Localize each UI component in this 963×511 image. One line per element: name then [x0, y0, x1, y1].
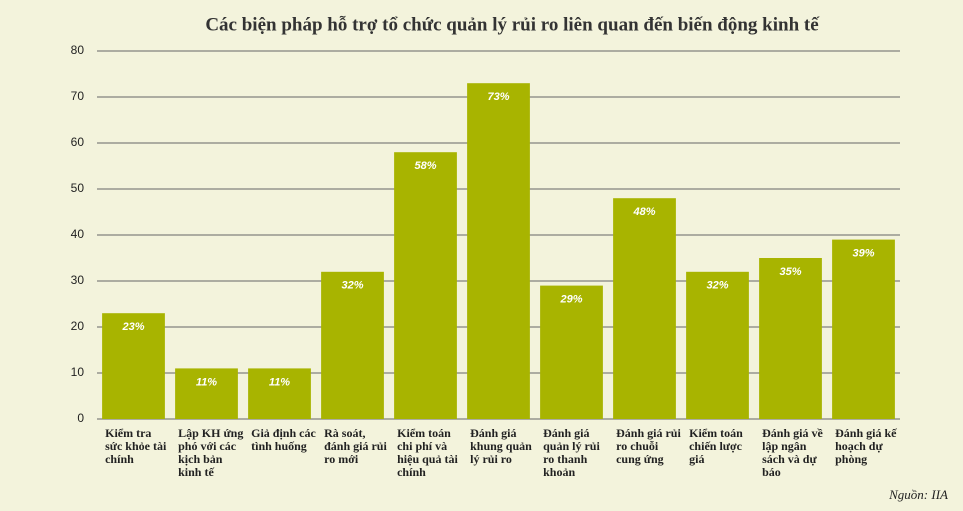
bar	[248, 368, 311, 419]
bar	[394, 152, 457, 419]
data-label: 35%	[779, 266, 801, 278]
bar	[832, 239, 895, 419]
data-label: 29%	[559, 294, 582, 306]
y-tick-label: 0	[77, 411, 84, 425]
source: Nguồn: IIA	[888, 487, 948, 502]
y-tick-label: 40	[71, 227, 85, 241]
x-tick-label: Kiểm toán chi phí và hiệu quả tài chính	[397, 426, 458, 479]
x-tick-label: Đánh giá rủi ro chuỗi cung ứng	[616, 426, 681, 466]
bar	[321, 271, 384, 419]
x-tick-label: Kiểm toán chiến lược giá	[689, 426, 743, 466]
y-tick-label: 60	[71, 135, 85, 149]
bar	[759, 258, 822, 419]
x-tick-label: Giả định các tình huống	[251, 426, 316, 453]
x-tick-label: Đánh giá quản lý rủi ro thanh khoản	[543, 426, 600, 479]
data-label: 32%	[341, 280, 363, 292]
x-tick-label: Kiểm tra sức khỏe tài chính	[105, 426, 167, 466]
x-tick-label: Đánh giá về lập ngân sách và dự báo	[762, 426, 823, 479]
x-tick-label: Đánh giá kế hoạch dự phòng	[835, 426, 897, 466]
data-label: 39%	[852, 248, 874, 260]
y-tick-label: 70	[71, 89, 85, 103]
bar	[686, 271, 749, 419]
x-tick-label: Rà soát, đánh giá rủi ro mới	[324, 426, 387, 466]
bar	[175, 368, 238, 419]
data-label: 48%	[632, 206, 655, 218]
data-label: 32%	[706, 280, 728, 292]
data-label: 58%	[414, 160, 436, 172]
chart-title: Các biện pháp hỗ trợ tổ chức quản lý rủi…	[205, 14, 820, 35]
y-tick-label: 50	[71, 181, 85, 195]
y-tick-label: 30	[71, 273, 85, 287]
bar	[467, 83, 530, 419]
bar	[102, 313, 165, 419]
y-tick-label: 80	[71, 43, 85, 57]
bar	[613, 198, 676, 419]
bar	[540, 285, 603, 419]
y-tick-label: 20	[71, 319, 85, 333]
data-label: 23%	[121, 321, 144, 333]
data-label: 11%	[196, 376, 217, 388]
data-label: 11%	[269, 376, 290, 388]
data-label: 73%	[487, 91, 509, 103]
y-tick-label: 10	[71, 365, 85, 379]
x-tick-label: Lập KH ứng phó với các kịch bản kinh tế	[178, 426, 244, 479]
x-tick-label: Đánh giá khung quản lý rủi ro	[470, 426, 532, 466]
